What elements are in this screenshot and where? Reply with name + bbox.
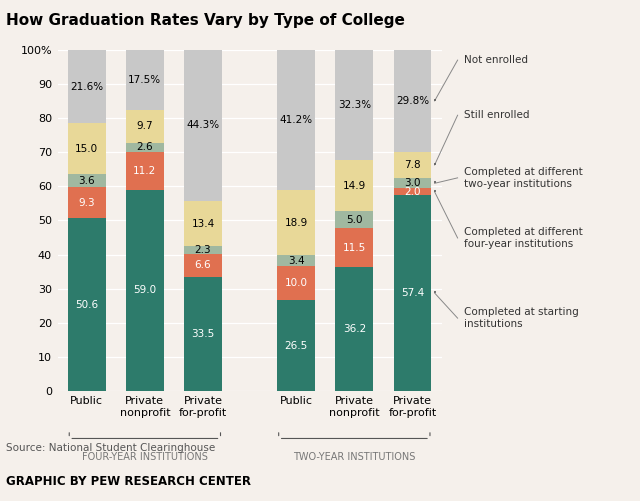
Bar — [277, 50, 315, 190]
Bar — [68, 218, 106, 391]
Text: 15.0: 15.0 — [75, 144, 99, 154]
Bar — [126, 50, 164, 110]
Bar — [394, 195, 431, 391]
Text: FOUR-YEAR INSTITUTIONS: FOUR-YEAR INSTITUTIONS — [82, 452, 208, 462]
Text: 59.0: 59.0 — [133, 285, 156, 295]
Text: 2.6: 2.6 — [136, 142, 153, 152]
Text: 17.5%: 17.5% — [128, 75, 161, 85]
Text: •: • — [433, 98, 437, 104]
Text: 2.0: 2.0 — [404, 187, 420, 197]
Bar — [277, 255, 315, 267]
Text: 10.0: 10.0 — [285, 279, 308, 289]
Bar — [335, 211, 373, 228]
Text: TWO-YEAR INSTITUTIONS: TWO-YEAR INSTITUTIONS — [293, 452, 415, 462]
Bar — [394, 188, 431, 195]
Bar — [126, 110, 164, 143]
Bar — [68, 187, 106, 218]
Text: 3.6: 3.6 — [78, 175, 95, 185]
Text: 41.2%: 41.2% — [280, 115, 313, 125]
Bar — [394, 178, 431, 188]
Bar — [184, 246, 222, 254]
Text: 36.2: 36.2 — [342, 324, 366, 334]
Bar — [126, 152, 164, 190]
Text: 32.3%: 32.3% — [338, 101, 371, 110]
Text: Source: National Student Clearinghouse: Source: National Student Clearinghouse — [6, 443, 216, 453]
Text: 7.8: 7.8 — [404, 160, 421, 170]
Text: 29.8%: 29.8% — [396, 96, 429, 106]
Text: 3.0: 3.0 — [404, 178, 420, 188]
Bar — [184, 277, 222, 391]
Text: 3.4: 3.4 — [288, 256, 305, 266]
Text: •: • — [433, 189, 437, 195]
Bar — [68, 50, 106, 123]
Text: 11.5: 11.5 — [342, 243, 366, 253]
Text: Still enrolled: Still enrolled — [464, 110, 529, 120]
Text: 26.5: 26.5 — [285, 341, 308, 351]
Bar — [335, 228, 373, 268]
Text: 2.3: 2.3 — [195, 245, 211, 255]
Bar — [335, 51, 373, 160]
Text: How Graduation Rates Vary by Type of College: How Graduation Rates Vary by Type of Col… — [6, 13, 405, 28]
Bar — [277, 267, 315, 301]
Text: 9.7: 9.7 — [136, 121, 153, 131]
Text: 6.6: 6.6 — [195, 261, 211, 271]
Bar — [184, 50, 222, 201]
Text: 18.9: 18.9 — [285, 217, 308, 227]
Bar — [126, 143, 164, 152]
Text: Completed at starting
institutions: Completed at starting institutions — [464, 307, 579, 329]
Bar — [277, 301, 315, 391]
Bar — [184, 201, 222, 246]
Text: •: • — [433, 162, 437, 168]
Text: 21.6%: 21.6% — [70, 82, 103, 92]
Bar — [394, 152, 431, 178]
Text: 14.9: 14.9 — [342, 181, 366, 191]
Bar — [126, 190, 164, 391]
Text: 44.3%: 44.3% — [186, 120, 220, 130]
Text: 50.6: 50.6 — [75, 300, 99, 310]
Text: GRAPHIC BY PEW RESEARCH CENTER: GRAPHIC BY PEW RESEARCH CENTER — [6, 475, 252, 488]
Bar — [335, 268, 373, 391]
Text: 33.5: 33.5 — [191, 329, 214, 339]
Text: 57.4: 57.4 — [401, 288, 424, 298]
Bar — [68, 123, 106, 174]
Bar — [277, 190, 315, 255]
Bar — [394, 50, 431, 152]
Text: 11.2: 11.2 — [133, 166, 157, 176]
Text: •: • — [433, 180, 437, 186]
Text: Completed at different
two-year institutions: Completed at different two-year institut… — [464, 167, 583, 189]
Bar — [68, 174, 106, 187]
Text: 5.0: 5.0 — [346, 215, 363, 225]
Text: Not enrolled: Not enrolled — [464, 55, 528, 65]
Bar — [335, 160, 373, 211]
Text: 9.3: 9.3 — [78, 197, 95, 207]
Text: Completed at different
four-year institutions: Completed at different four-year institu… — [464, 227, 583, 249]
Bar — [184, 254, 222, 277]
Text: 13.4: 13.4 — [191, 218, 214, 228]
Text: •: • — [433, 290, 437, 296]
